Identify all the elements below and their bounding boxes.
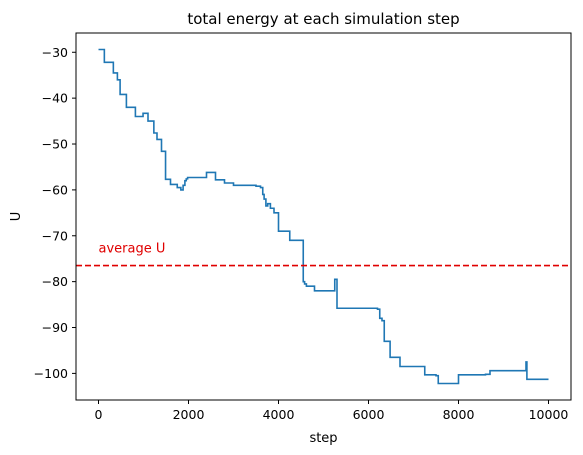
x-tick-label: 10000 <box>529 407 569 422</box>
average-line-label: average U <box>99 242 166 257</box>
reference-lines: average U <box>76 242 571 267</box>
plot-area <box>98 48 549 385</box>
plot-frame <box>75 32 572 401</box>
x-tick-label: 6000 <box>353 407 385 422</box>
x-axis-ticks: 0 2000 4000 6000 8000 10000 <box>95 400 569 422</box>
y-tick-label: −90 <box>42 320 68 335</box>
energy-series-line <box>98 48 549 385</box>
x-tick-label: 2000 <box>173 407 205 422</box>
y-tick-label: −80 <box>42 274 68 289</box>
y-tick-label: −50 <box>42 137 68 152</box>
y-tick-label: −30 <box>42 45 68 60</box>
x-axis-label: step <box>309 431 337 446</box>
y-tick-label: −60 <box>42 182 68 197</box>
y-axis-label: U <box>9 212 24 222</box>
x-tick-label: 0 <box>95 407 103 422</box>
x-tick-label: 4000 <box>263 407 295 422</box>
chart-title: total energy at each simulation step <box>187 10 459 28</box>
x-tick-label: 8000 <box>443 407 475 422</box>
y-axis-ticks: −30 −40 −50 −60 −70 −80 −90 −100 <box>34 45 76 381</box>
y-tick-label: −40 <box>42 91 68 106</box>
y-tick-label: −70 <box>42 228 68 243</box>
y-tick-label: −100 <box>34 366 68 381</box>
